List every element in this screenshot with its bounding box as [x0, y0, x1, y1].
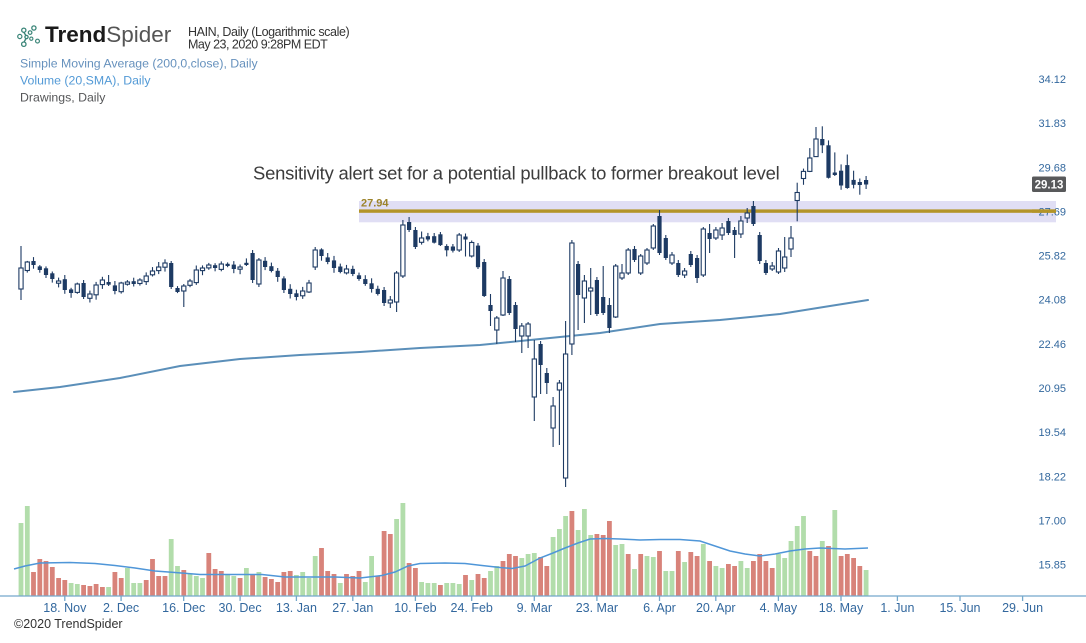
- svg-text:1. Jun: 1. Jun: [880, 601, 914, 615]
- svg-text:31.83: 31.83: [1039, 118, 1067, 130]
- svg-text:10. Feb: 10. Feb: [394, 601, 436, 615]
- svg-text:15.85: 15.85: [1039, 560, 1067, 572]
- svg-text:20.95: 20.95: [1039, 383, 1067, 395]
- svg-text:18.22: 18.22: [1039, 471, 1067, 483]
- svg-text:15. Jun: 15. Jun: [939, 601, 980, 615]
- svg-text:19.54: 19.54: [1039, 427, 1067, 439]
- svg-text:6. Apr: 6. Apr: [643, 601, 676, 615]
- svg-text:29.13: 29.13: [1035, 180, 1064, 192]
- svg-text:34.12: 34.12: [1039, 74, 1067, 86]
- svg-text:20. Apr: 20. Apr: [696, 601, 736, 615]
- svg-text:30. Dec: 30. Dec: [219, 601, 262, 615]
- svg-text:May 23, 2020 9:28PM EDT: May 23, 2020 9:28PM EDT: [188, 38, 328, 52]
- svg-text:Sensitivity alert set for a po: Sensitivity alert set for a potential pu…: [253, 163, 780, 184]
- svg-text:22.46: 22.46: [1039, 339, 1067, 351]
- svg-text:16. Dec: 16. Dec: [162, 601, 205, 615]
- svg-text:Drawings, Daily: Drawings, Daily: [20, 91, 106, 105]
- svg-text:HAIN, Daily (Logarithmic scale: HAIN, Daily (Logarithmic scale): [188, 25, 349, 39]
- svg-text:27.94: 27.94: [361, 197, 389, 209]
- svg-text:17.00: 17.00: [1039, 515, 1067, 527]
- svg-text:29. Jun: 29. Jun: [1002, 601, 1043, 615]
- svg-text:4. May: 4. May: [760, 601, 798, 615]
- svg-text:23. Mar: 23. Mar: [576, 601, 618, 615]
- svg-text:29.68: 29.68: [1039, 162, 1067, 174]
- svg-text:2. Dec: 2. Dec: [103, 601, 139, 615]
- svg-text:Simple Moving Average (200,0,c: Simple Moving Average (200,0,close), Dai…: [20, 57, 258, 71]
- svg-text:©2020 TrendSpider: ©2020 TrendSpider: [14, 617, 123, 631]
- svg-text:Volume (20,SMA), Daily: Volume (20,SMA), Daily: [20, 74, 151, 88]
- svg-text:13. Jan: 13. Jan: [276, 601, 317, 615]
- svg-text:TrendSpider: TrendSpider: [45, 22, 172, 47]
- svg-text:24. Feb: 24. Feb: [451, 601, 493, 615]
- svg-text:25.82: 25.82: [1039, 251, 1067, 263]
- svg-text:27. Jan: 27. Jan: [332, 601, 373, 615]
- svg-text:24.08: 24.08: [1039, 295, 1067, 307]
- svg-text:9. Mar: 9. Mar: [517, 601, 552, 615]
- svg-text:18. May: 18. May: [819, 601, 864, 615]
- svg-text:18. Nov: 18. Nov: [43, 601, 87, 615]
